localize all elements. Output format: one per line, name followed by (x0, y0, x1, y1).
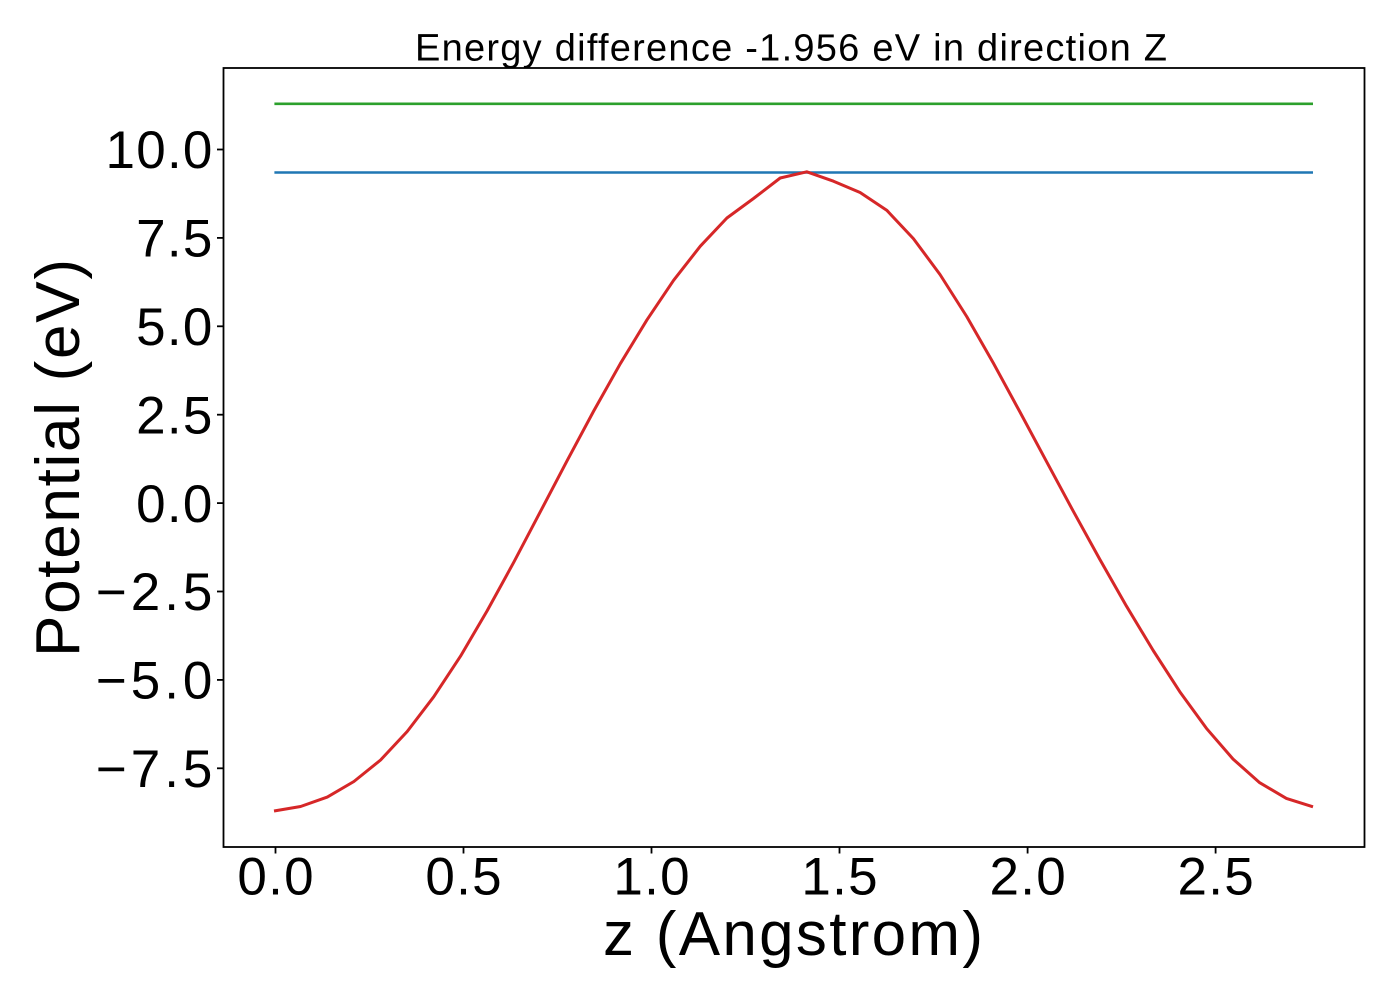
svg-text:−5.0: −5.0 (96, 652, 213, 711)
svg-text:0.5: 0.5 (425, 848, 501, 907)
svg-text:1.0: 1.0 (613, 848, 689, 907)
svg-text:2.0: 2.0 (989, 848, 1065, 907)
svg-text:2.5: 2.5 (136, 386, 212, 445)
svg-text:5.0: 5.0 (136, 298, 212, 357)
svg-text:10.0: 10.0 (106, 121, 213, 180)
svg-text:−2.5: −2.5 (96, 563, 213, 622)
svg-text:2.5: 2.5 (1177, 848, 1253, 907)
svg-text:0.0: 0.0 (136, 475, 212, 534)
svg-text:Energy difference -1.956 eV in: Energy difference -1.956 eV in direction… (415, 27, 1167, 69)
svg-text:Potential (eV): Potential (eV) (24, 259, 93, 657)
svg-text:7.5: 7.5 (136, 210, 212, 269)
svg-text:−7.5: −7.5 (96, 740, 213, 799)
svg-text:z (Angstrom): z (Angstrom) (603, 900, 983, 969)
svg-text:0.0: 0.0 (237, 848, 313, 907)
svg-text:1.5: 1.5 (801, 848, 877, 907)
